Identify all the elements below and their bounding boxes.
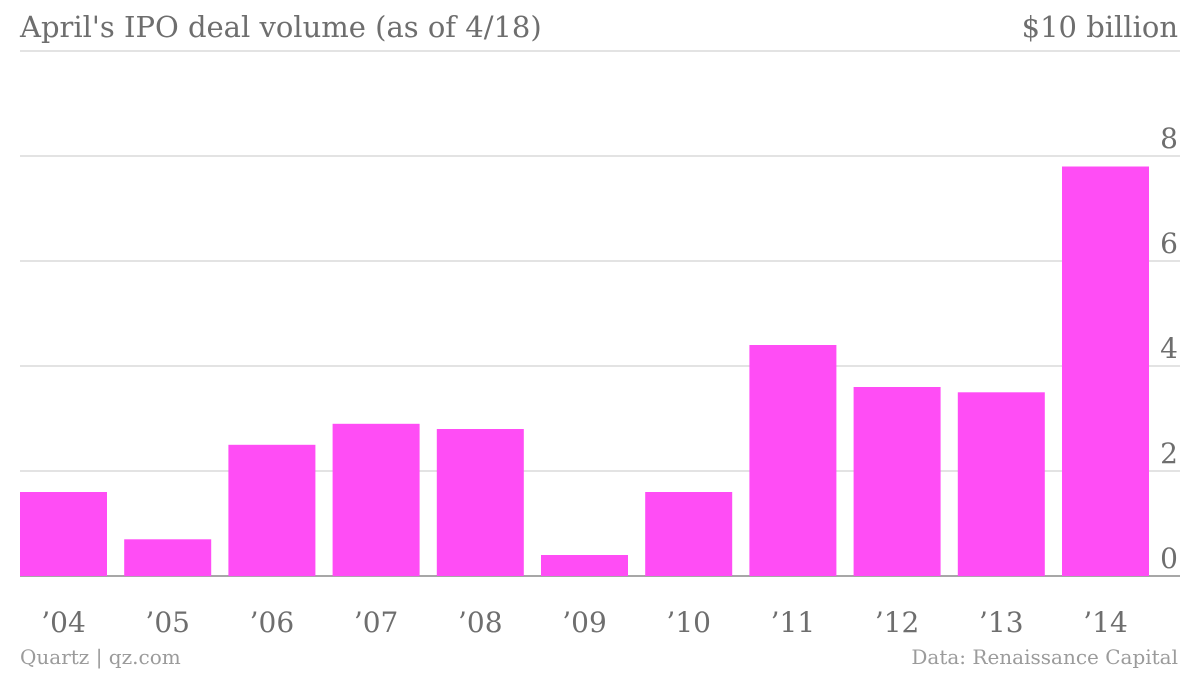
y-tick-labels: 0 2 4 6 8 xyxy=(1160,122,1178,575)
x-tick-label: ’08 xyxy=(458,606,503,639)
bar xyxy=(124,539,212,577)
x-tick-labels: ’04 ’05 ’06 ’07 ’08 ’09 ’10 ’11 ’12 ’13 ’14 xyxy=(41,606,1128,639)
y-tick-label: 4 xyxy=(1160,332,1178,365)
y-tick-label: 6 xyxy=(1160,227,1178,260)
bars xyxy=(20,166,1149,577)
bar xyxy=(1062,166,1149,576)
credit: Quartz | qz.com xyxy=(20,645,181,669)
source: Data: Renaissance Capital xyxy=(911,645,1178,669)
x-tick-label: ’10 xyxy=(666,606,711,639)
x-tick-label: ’14 xyxy=(1083,606,1128,639)
chart-title: April's IPO deal volume (as of 4/18) xyxy=(20,10,542,44)
x-tick-label: ’07 xyxy=(354,606,399,639)
unit-label: $10 billion xyxy=(1021,10,1178,44)
x-tick-label: ’11 xyxy=(771,606,816,639)
bar xyxy=(645,492,733,576)
y-tick-label: 2 xyxy=(1160,437,1178,470)
x-tick-label: ’04 xyxy=(41,606,86,639)
x-tick-label: ’09 xyxy=(562,606,607,639)
y-tick-label: 0 xyxy=(1160,542,1178,575)
x-tick-label: ’12 xyxy=(875,606,920,639)
bar xyxy=(541,555,628,576)
bar xyxy=(436,429,524,576)
bar xyxy=(749,345,837,576)
x-tick-label: ’06 xyxy=(250,606,295,639)
bar xyxy=(228,444,316,577)
x-tick-label: ’13 xyxy=(979,606,1024,639)
x-tick-label: ’05 xyxy=(145,606,190,639)
bar xyxy=(20,492,107,576)
bar xyxy=(957,392,1045,577)
y-tick-label: 8 xyxy=(1160,122,1178,155)
bar xyxy=(853,387,941,576)
bar xyxy=(332,423,420,577)
